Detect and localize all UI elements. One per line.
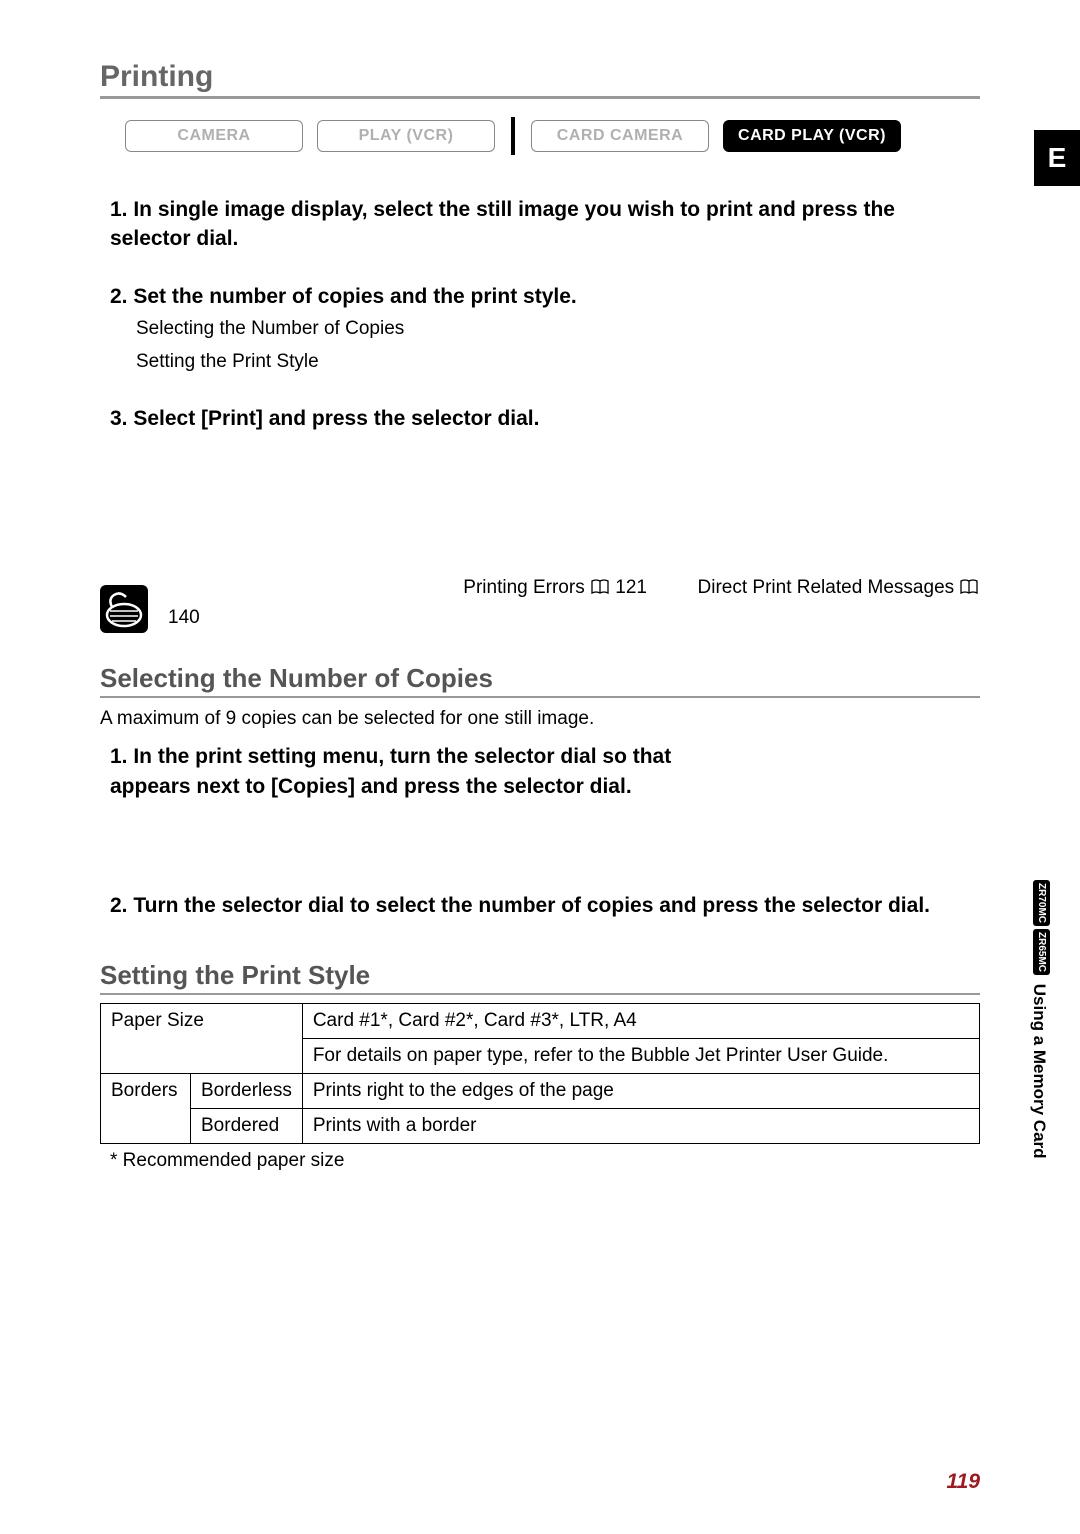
book-icon (959, 576, 979, 605)
cell-bordered-desc: Prints with a border (302, 1109, 979, 1144)
language-tab-e: E (1034, 130, 1080, 186)
cell-paper-note: For details on paper type, refer to the … (302, 1039, 979, 1074)
heading-copies: Selecting the Number of Copies (100, 663, 980, 698)
table-footnote: * Recommended paper size (110, 1150, 980, 1172)
model-pill-2: ZR65MC (1033, 929, 1050, 975)
note-row: Printing Errors 121 Direct Print Related… (100, 574, 980, 633)
book-icon (590, 576, 610, 605)
note-text: Printing Errors 121 Direct Print Related… (168, 574, 980, 633)
page-number: 119 (947, 1470, 980, 1494)
related-label: Direct Print Related Messages (698, 577, 955, 598)
copies-step-1: 1. In the print setting menu, turn the s… (110, 742, 730, 801)
side-label-text: Using a Memory Card (1030, 984, 1049, 1159)
copies-intro: A maximum of 9 copies can be selected fo… (100, 706, 980, 733)
step-1: 1. In single image display, select the s… (110, 195, 980, 254)
errors-page: 121 (615, 577, 647, 598)
mode-tab-card-play-vcr: CARD PLAY (VCR) (723, 120, 901, 152)
cell-borderless-desc: Prints right to the edges of the page (302, 1074, 979, 1109)
page-title: Printing (100, 60, 980, 99)
related-page: 140 (168, 607, 200, 628)
side-section-label: ZR70MC ZR65MC Using a Memory Card (1028, 880, 1050, 1159)
cell-paper-options: Card #1*, Card #2*, Card #3*, LTR, A4 (302, 1004, 979, 1039)
model-pill-1: ZR70MC (1033, 880, 1050, 926)
step-3: 3. Select [Print] and press the selector… (110, 404, 980, 433)
print-style-table: Paper Size Card #1*, Card #2*, Card #3*,… (100, 1003, 980, 1144)
note-icon (100, 585, 148, 633)
cell-borders: Borders (101, 1074, 191, 1144)
step-2-sub-b: Setting the Print Style (136, 348, 980, 377)
copies-step-2: 2. Turn the selector dial to select the … (110, 891, 980, 920)
heading-style: Setting the Print Style (100, 960, 980, 995)
mode-tab-row: CAMERA PLAY (VCR) CARD CAMERA CARD PLAY … (125, 117, 980, 155)
errors-label: Printing Errors (463, 577, 584, 598)
mode-divider (511, 117, 515, 155)
step-2: 2. Set the number of copies and the prin… (110, 282, 980, 311)
side-models: ZR70MC ZR65MC (1033, 880, 1050, 975)
mode-tab-play-vcr: PLAY (VCR) (317, 120, 495, 152)
cell-paper-size: Paper Size (101, 1004, 303, 1074)
mode-tab-card-camera: CARD CAMERA (531, 120, 709, 152)
cell-borderless: Borderless (191, 1074, 303, 1109)
mode-tab-camera: CAMERA (125, 120, 303, 152)
cell-bordered: Bordered (191, 1109, 303, 1144)
step-2-sub-a: Selecting the Number of Copies (136, 315, 980, 344)
